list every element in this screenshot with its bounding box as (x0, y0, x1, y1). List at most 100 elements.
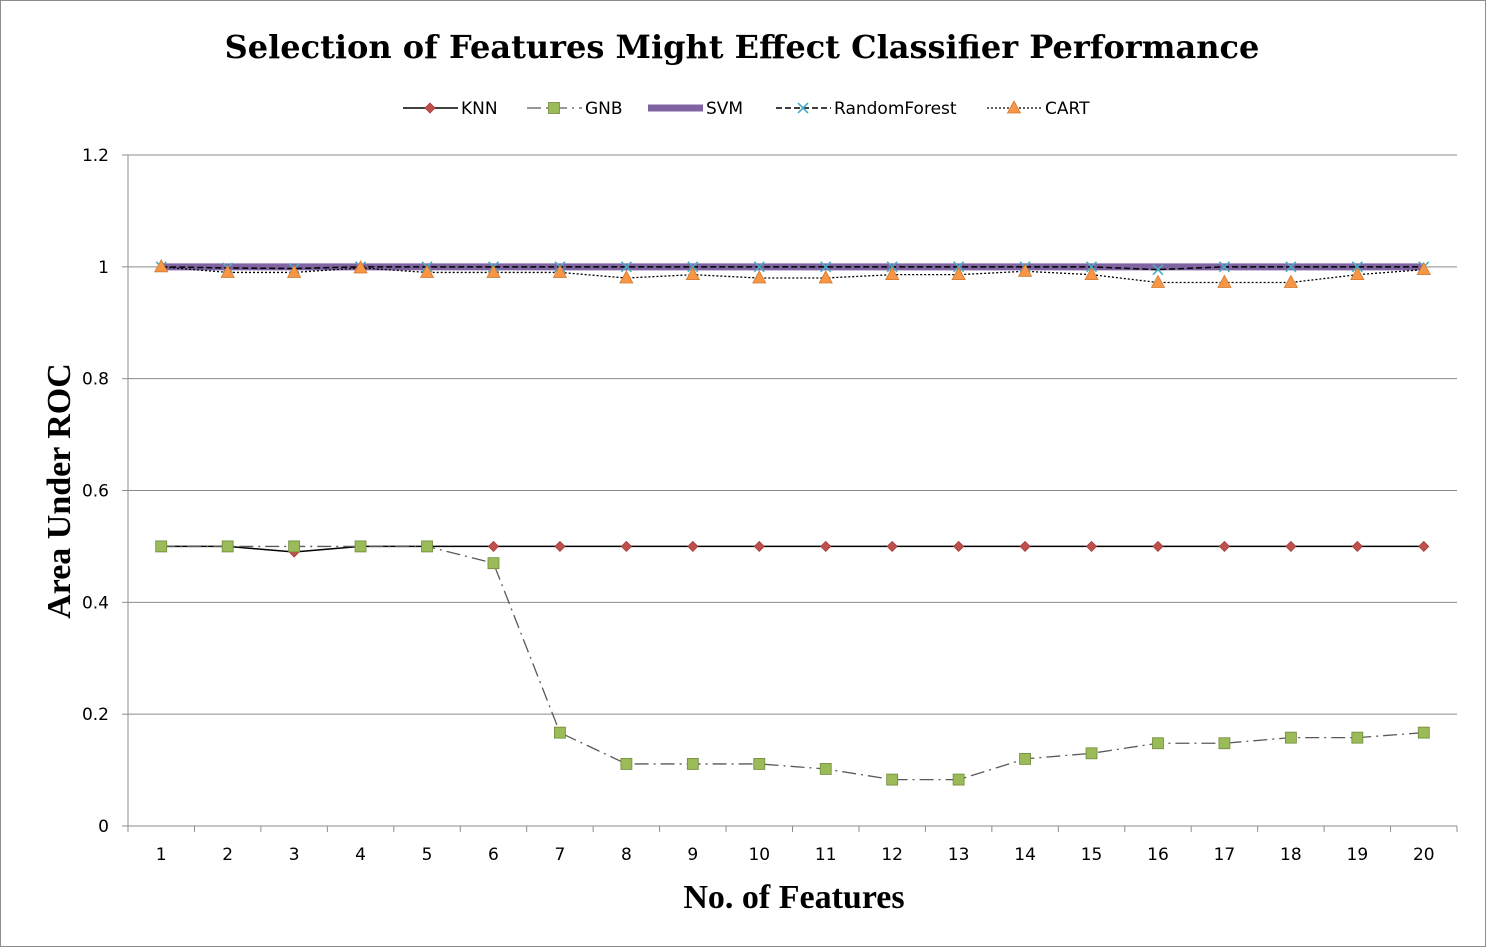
data-point-cart (1350, 266, 1365, 281)
data-point-cart (1217, 274, 1232, 288)
x-tick-label: 14 (1014, 845, 1036, 865)
data-point-knn (953, 540, 965, 552)
data-point-gnb (487, 557, 500, 570)
data-point-gnb (1284, 731, 1297, 744)
marker-stroke (1152, 264, 1164, 276)
data-point-cart (419, 264, 435, 278)
marker-stroke (620, 261, 632, 273)
data-point-gnb (155, 540, 168, 553)
data-point-cart (619, 270, 634, 284)
x-tick-label: 3 (289, 845, 300, 865)
y-tick-label: 0.8 (82, 370, 109, 390)
data-point-randomforest (820, 261, 832, 273)
marker-stroke (1218, 261, 1230, 273)
data-point-gnb (1019, 753, 1031, 765)
legend-item-knn: KNN (403, 99, 498, 119)
y-tick-label: 1.2 (82, 146, 109, 166)
data-point-gnb (753, 758, 766, 770)
data-point-gnb (686, 758, 699, 770)
data-point-cart (154, 258, 169, 273)
data-point-gnb (886, 773, 899, 786)
data-point-knn (1218, 540, 1230, 552)
data-point-knn (1351, 540, 1363, 552)
data-point-gnb (354, 540, 367, 553)
legend-item-svm: SVM (648, 99, 743, 119)
series-line-knn (161, 545, 1424, 553)
x-tick-label: 2 (222, 845, 233, 865)
data-point-randomforest (1218, 261, 1230, 273)
x-tick-label: 12 (881, 845, 903, 865)
data-point-knn (820, 540, 832, 552)
marker-stroke (820, 261, 832, 273)
data-point-knn (1418, 540, 1430, 552)
y-tick-label: 0 (98, 817, 109, 837)
x-tick-label: 17 (1214, 845, 1236, 865)
legend-label: KNN (461, 99, 498, 119)
x-tick-label: 4 (355, 845, 366, 865)
data-point-cart (220, 264, 235, 278)
legend-swatch-marker (548, 102, 560, 114)
data-point-randomforest (620, 261, 632, 273)
x-tick-label: 6 (488, 845, 499, 865)
legend-swatch-marker (424, 102, 436, 114)
data-point-randomforest (753, 261, 765, 273)
data-point-cart (818, 270, 833, 284)
data-point-cart (1150, 274, 1166, 288)
data-point-randomforest (1152, 264, 1164, 276)
series-line-randomforest (161, 266, 1424, 271)
data-point-gnb (221, 540, 234, 553)
x-tick-label: 9 (687, 845, 698, 865)
legend-item-gnb: GNB (527, 99, 623, 119)
data-point-gnb (421, 540, 433, 553)
data-point-gnb (1218, 737, 1231, 750)
series-line-cart (161, 266, 1424, 284)
data-point-cart (1017, 263, 1033, 277)
data-point-cart (552, 264, 568, 278)
y-axis-title: Area Under ROC (41, 363, 78, 619)
data-point-cart (752, 270, 767, 284)
x-tick-label: 5 (422, 845, 433, 865)
marker-stroke (797, 102, 809, 114)
marker-stroke (753, 261, 765, 273)
data-point-knn (1285, 540, 1297, 552)
data-point-knn (886, 540, 898, 552)
series-lines (161, 263, 1424, 781)
data-point-gnb (819, 763, 832, 775)
data-point-gnb (554, 726, 566, 739)
x-tick-label: 7 (555, 845, 566, 865)
chart-title: Selection of Features Might Effect Class… (225, 28, 1260, 66)
data-point-cart (486, 264, 501, 278)
chart-legend: KNN GNB SVM RandomForest CART (403, 99, 1090, 119)
legend-swatch-marker (1006, 100, 1022, 114)
data-point-cart (685, 266, 700, 281)
data-point-knn (487, 540, 500, 552)
data-point-cart (885, 266, 900, 281)
legend-label: GNB (585, 99, 623, 119)
data-point-knn (687, 540, 699, 552)
data-point-cart (1416, 261, 1431, 276)
data-point-knn (753, 540, 765, 552)
y-tick-label: 0.2 (82, 705, 109, 725)
x-tick-label: 20 (1413, 845, 1435, 865)
data-point-cart (286, 264, 302, 278)
data-point-knn (1019, 540, 1031, 552)
series-markers (154, 258, 1431, 786)
x-tick-label: 15 (1081, 845, 1103, 865)
data-point-gnb (1351, 731, 1364, 744)
gridlines (128, 154, 1457, 715)
data-point-gnb (1152, 737, 1164, 750)
data-point-knn (1085, 540, 1098, 552)
legend-item-randomforest: RandomForest (776, 99, 957, 119)
data-point-cart (353, 260, 368, 274)
x-tick-label: 1 (156, 845, 167, 865)
data-point-cart (951, 266, 966, 281)
data-point-gnb (288, 540, 301, 553)
x-tick-label: 8 (621, 845, 632, 865)
x-tick-label: 10 (748, 845, 770, 865)
y-tick-label: 1 (98, 258, 109, 278)
x-tick-label: 16 (1147, 845, 1169, 865)
series-line-gnb (161, 545, 1424, 781)
data-point-knn (554, 540, 566, 552)
marker-stroke (1285, 261, 1297, 273)
